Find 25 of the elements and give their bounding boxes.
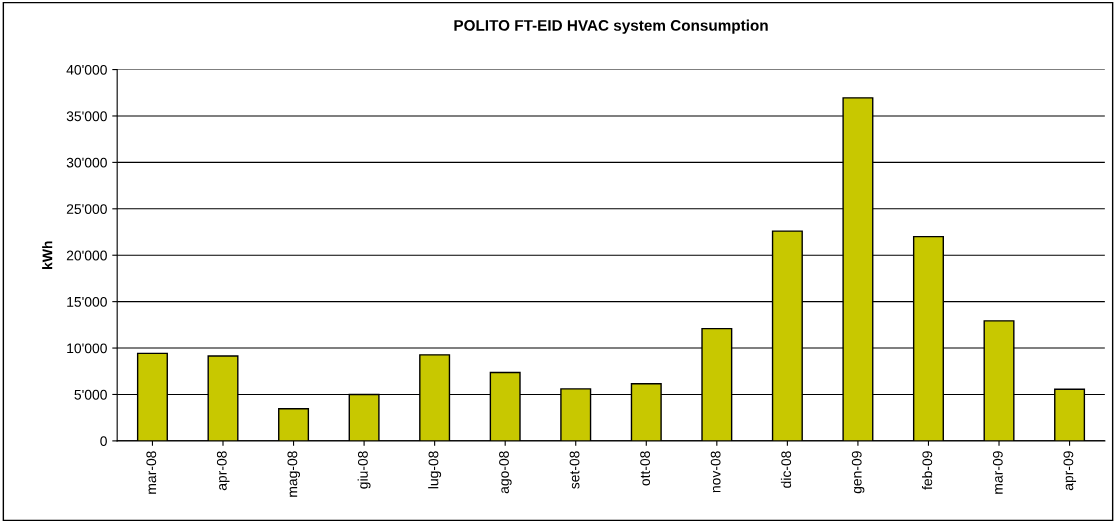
x-tick-label: giu-08	[357, 451, 371, 489]
x-tick-label: set-08	[569, 451, 580, 489]
x-tick-label: ago-08	[499, 451, 512, 494]
y-tick-label: 30'000	[66, 157, 107, 168]
y-tick-label: 40'000	[66, 64, 107, 75]
x-tick-label: lug-08	[428, 451, 442, 489]
y-tick-label: 20'000	[66, 250, 107, 261]
y-axis-title: kWh	[42, 241, 53, 269]
chart-title: POLITO FT-EID HVAC system Consumption	[454, 19, 768, 34]
x-tick-label: mar-09	[992, 451, 1003, 494]
x-tick-label: feb-09	[922, 451, 933, 490]
y-tick-label: 5'000	[74, 389, 107, 400]
y-tick-label: 15'000	[67, 296, 107, 307]
y-tick-label: 35'000	[66, 111, 107, 122]
x-tick-label: mar-08	[146, 451, 157, 494]
x-tick-label: apr-08	[216, 451, 230, 491]
x-tick-label: ott-08	[640, 451, 651, 486]
x-tick-label: gen-09	[851, 451, 865, 494]
x-tick-label: nov-08	[710, 451, 721, 493]
y-tick-label: 10'000	[67, 343, 107, 354]
x-tick-label: dic-08	[780, 451, 792, 488]
x-tick-label: mag-08	[287, 451, 301, 497]
y-tick-label: 0	[100, 436, 107, 447]
y-tick-label: 25'000	[66, 204, 107, 214]
x-tick-label: apr-09	[1063, 451, 1077, 491]
